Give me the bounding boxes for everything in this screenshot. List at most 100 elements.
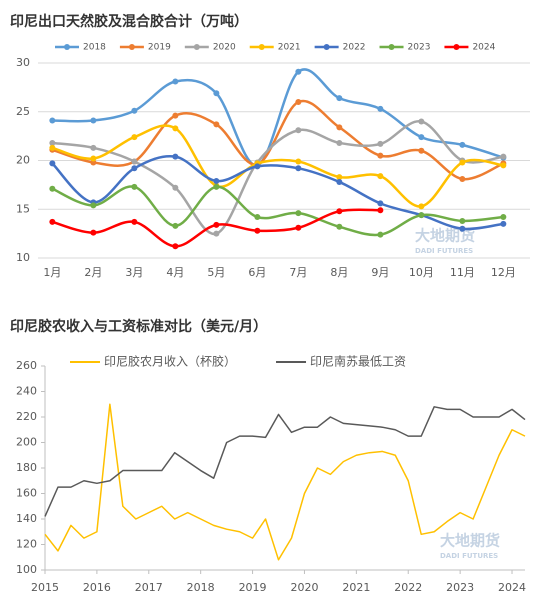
marker: [131, 218, 138, 225]
x-tick-label: 3月: [125, 266, 143, 279]
marker: [295, 127, 302, 134]
marker: [336, 124, 343, 131]
series-line: [52, 68, 504, 167]
marker: [172, 243, 179, 250]
x-tick-label: 6月: [248, 266, 266, 279]
marker: [254, 163, 261, 170]
watermark: 大地期货: [440, 532, 500, 550]
series-line: [52, 208, 381, 248]
y-tick-label: 25: [16, 105, 30, 118]
marker: [131, 165, 138, 172]
x-tick-label: 2023: [446, 581, 474, 594]
marker: [336, 223, 343, 230]
legend-label: 2024: [472, 43, 495, 53]
x-tick-label: 1月: [43, 266, 61, 279]
marker: [500, 214, 507, 221]
marker: [377, 231, 384, 238]
marker: [90, 202, 97, 209]
marker: [172, 184, 179, 191]
legend-label: 印尼胶农月收入（杯胶）: [104, 354, 236, 369]
marker: [336, 174, 343, 181]
marker: [500, 162, 507, 169]
y-tick-label: 140: [16, 512, 37, 525]
legend-marker: [128, 44, 135, 50]
y-tick-label: 20: [16, 154, 30, 167]
x-tick-label: 9月: [371, 266, 389, 279]
marker: [254, 227, 261, 234]
marker: [49, 117, 56, 124]
marker: [49, 160, 56, 167]
x-tick-label: 11月: [450, 266, 475, 279]
series-line: [44, 403, 526, 561]
legend-marker: [453, 44, 460, 50]
marker: [172, 222, 179, 229]
marker: [377, 200, 384, 207]
x-tick-label: 2018: [187, 581, 215, 594]
marker: [377, 140, 384, 147]
marker: [459, 159, 466, 166]
legend-label: 2021: [278, 43, 301, 53]
legend-label: 2018: [83, 43, 106, 53]
chart-title: 印尼出口天然胶及混合胶合计（万吨）: [10, 13, 248, 30]
marker: [459, 176, 466, 183]
x-tick-label: 4月: [166, 266, 184, 279]
marker: [295, 68, 302, 75]
x-tick-label: 2017: [135, 581, 163, 594]
marker: [172, 78, 179, 85]
x-tick-label: 8月: [330, 266, 348, 279]
y-tick-label: 10: [16, 251, 30, 264]
x-tick-label: 5月: [207, 266, 225, 279]
marker: [500, 153, 507, 160]
marker: [49, 139, 56, 146]
marker: [172, 112, 179, 119]
x-tick-label: 2020: [290, 581, 318, 594]
x-tick-label: 2015: [31, 581, 59, 594]
marker: [172, 125, 179, 132]
marker: [213, 177, 220, 184]
y-tick-label: 30: [16, 56, 30, 69]
marker: [418, 147, 425, 154]
marker: [418, 118, 425, 125]
y-tick-label: 220: [16, 410, 37, 423]
legend-label: 印尼南苏最低工资: [310, 354, 406, 369]
y-tick-label: 240: [16, 385, 37, 398]
marker: [90, 155, 97, 162]
marker: [131, 158, 138, 165]
legend-marker: [323, 44, 330, 50]
legend-marker: [64, 44, 70, 50]
legend-label: 2023: [408, 43, 431, 53]
watermark: DADI FUTURES: [440, 552, 498, 560]
marker: [459, 217, 466, 224]
marker: [49, 218, 56, 225]
marker: [377, 105, 384, 112]
marker: [377, 207, 384, 214]
marker: [172, 153, 179, 160]
y-tick-label: 15: [16, 202, 30, 215]
legend-label: 2020: [213, 43, 236, 53]
marker: [131, 183, 138, 190]
legend-marker: [193, 44, 200, 50]
x-tick-label: 2022: [394, 581, 422, 594]
legend-label: 2022: [343, 43, 366, 53]
marker: [90, 117, 97, 124]
watermark: DADI FUTURES: [415, 247, 473, 255]
marker: [295, 210, 302, 217]
marker: [377, 173, 384, 180]
marker: [500, 220, 507, 227]
x-tick-label: 10月: [409, 266, 434, 279]
marker: [131, 107, 138, 114]
x-tick-label: 7月: [289, 266, 307, 279]
marker: [459, 225, 466, 232]
x-tick-label: 12月: [491, 266, 516, 279]
watermark: 大地期货: [415, 227, 475, 245]
x-tick-label: 2016: [83, 581, 111, 594]
marker: [377, 152, 384, 159]
legend-marker: [388, 44, 395, 50]
marker: [418, 212, 425, 219]
y-tick-label: 100: [16, 563, 37, 576]
x-tick-label: 2024: [498, 581, 526, 594]
marker: [418, 134, 425, 141]
y-tick-label: 120: [16, 538, 37, 551]
marker: [49, 185, 56, 192]
